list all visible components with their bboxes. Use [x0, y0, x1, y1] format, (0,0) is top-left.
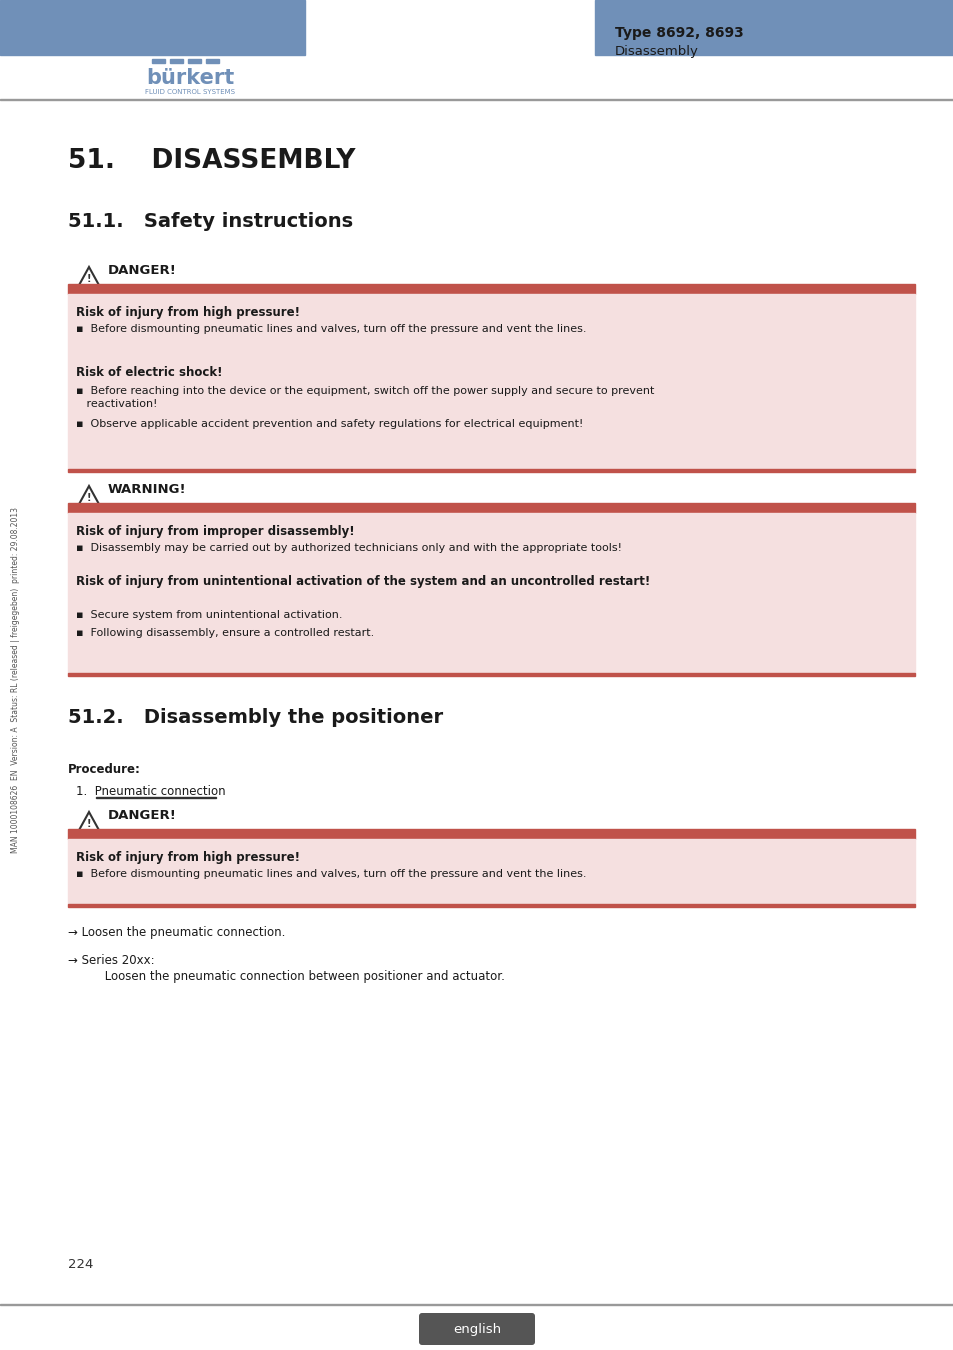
Bar: [68, 838, 914, 905]
Text: Type 8692, 8693: Type 8692, 8693: [615, 26, 743, 40]
Text: !: !: [87, 819, 91, 829]
Text: Procedure:: Procedure:: [68, 763, 141, 776]
Bar: [68, 513, 914, 674]
Text: WARNING!: WARNING!: [108, 483, 187, 495]
Bar: [188, 59, 201, 63]
Bar: [170, 59, 183, 63]
Bar: [68, 504, 914, 513]
Text: ▪  Observe applicable accident prevention and safety regulations for electrical : ▪ Observe applicable accident prevention…: [76, 418, 583, 429]
Text: ▪  Before dismounting pneumatic lines and valves, turn off the pressure and vent: ▪ Before dismounting pneumatic lines and…: [76, 869, 586, 879]
Text: ▪  Before dismounting pneumatic lines and valves, turn off the pressure and vent: ▪ Before dismounting pneumatic lines and…: [76, 324, 586, 333]
Bar: [595, 0, 953, 55]
Text: Risk of injury from improper disassembly!: Risk of injury from improper disassembly…: [76, 525, 355, 539]
Text: Loosen the pneumatic connection between positioner and actuator.: Loosen the pneumatic connection between …: [86, 971, 504, 983]
Text: 51.    DISASSEMBLY: 51. DISASSEMBLY: [68, 148, 355, 174]
Bar: [68, 904, 914, 907]
Bar: [0, 0, 305, 55]
Text: !: !: [87, 274, 91, 284]
Bar: [68, 294, 914, 468]
FancyBboxPatch shape: [418, 1314, 535, 1345]
Text: 1.  Pneumatic connection: 1. Pneumatic connection: [76, 784, 226, 798]
Text: FLUID CONTROL SYSTEMS: FLUID CONTROL SYSTEMS: [145, 89, 234, 95]
Text: bürkert: bürkert: [146, 68, 233, 88]
Bar: [206, 59, 219, 63]
Bar: [68, 829, 914, 838]
Text: → Loosen the pneumatic connection.: → Loosen the pneumatic connection.: [68, 926, 285, 940]
Text: 224: 224: [68, 1258, 93, 1270]
Text: MAN 1000108626  EN  Version: A  Status: RL (released | freigegeben)  printed: 29: MAN 1000108626 EN Version: A Status: RL …: [11, 508, 20, 853]
Text: → Series 20xx:: → Series 20xx:: [68, 954, 154, 967]
Text: ▪  Before reaching into the device or the equipment, switch off the power supply: ▪ Before reaching into the device or the…: [76, 386, 654, 396]
Text: Risk of electric shock!: Risk of electric shock!: [76, 366, 222, 379]
Bar: [68, 674, 914, 676]
Text: 51.2.   Disassembly the positioner: 51.2. Disassembly the positioner: [68, 707, 442, 728]
Bar: [68, 468, 914, 472]
Text: Risk of injury from high pressure!: Risk of injury from high pressure!: [76, 850, 299, 864]
Text: Disassembly: Disassembly: [615, 45, 699, 58]
Bar: [68, 284, 914, 294]
Text: reactivation!: reactivation!: [76, 400, 157, 409]
Text: DANGER!: DANGER!: [108, 809, 176, 822]
Text: ▪  Following disassembly, ensure a controlled restart.: ▪ Following disassembly, ensure a contro…: [76, 628, 374, 639]
Text: ▪  Secure system from unintentional activation.: ▪ Secure system from unintentional activ…: [76, 610, 342, 620]
Text: Risk of injury from unintentional activation of the system and an uncontrolled r: Risk of injury from unintentional activa…: [76, 575, 650, 589]
Text: 51.1.   Safety instructions: 51.1. Safety instructions: [68, 212, 353, 231]
Text: english: english: [453, 1323, 500, 1335]
Text: Risk of injury from high pressure!: Risk of injury from high pressure!: [76, 306, 299, 319]
Text: DANGER!: DANGER!: [108, 265, 176, 277]
Text: ▪  Disassembly may be carried out by authorized technicians only and with the ap: ▪ Disassembly may be carried out by auth…: [76, 543, 621, 554]
Bar: [152, 59, 165, 63]
Text: !: !: [87, 493, 91, 504]
